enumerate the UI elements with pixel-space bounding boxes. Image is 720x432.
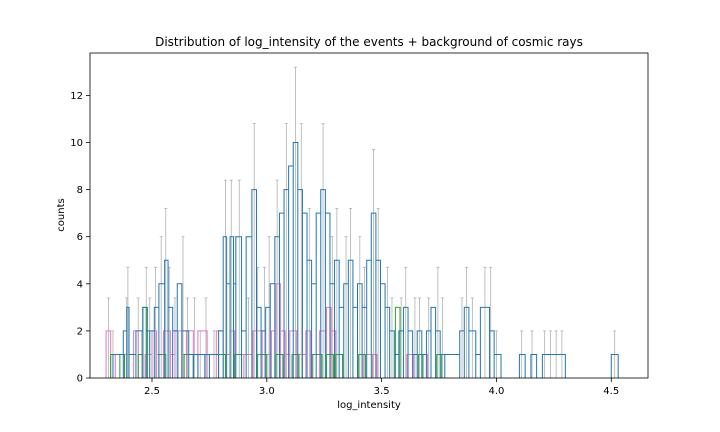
histogram-series-tail bbox=[518, 353, 619, 378]
x-axis-label: log_intensity bbox=[337, 400, 401, 411]
y-tick-label: 4 bbox=[77, 279, 83, 290]
y-tick-label: 12 bbox=[70, 91, 83, 102]
plot-frame bbox=[89, 52, 649, 379]
x-tick-label: 3.0 bbox=[259, 386, 275, 397]
y-tick-label: 2 bbox=[77, 326, 83, 337]
x-axis-ticks: 2.5 3.0 3.5 4.0 4.5 bbox=[144, 378, 619, 397]
y-axis-label: counts bbox=[56, 198, 67, 231]
x-tick-label: 3.5 bbox=[374, 386, 390, 397]
x-tick-label: 4.0 bbox=[488, 386, 504, 397]
y-tick-label: 10 bbox=[70, 138, 83, 149]
chart-title: Distribution of log_intensity of the eve… bbox=[155, 35, 583, 49]
x-tick-label: 4.5 bbox=[603, 386, 619, 397]
y-tick-label: 8 bbox=[77, 185, 83, 196]
y-axis-ticks: 0 2 4 6 8 10 12 bbox=[70, 91, 90, 385]
x-tick-label: 2.5 bbox=[144, 386, 160, 397]
histogram-series-1 bbox=[112, 141, 502, 378]
y-tick-label: 0 bbox=[77, 374, 83, 385]
plot-area bbox=[105, 66, 619, 378]
y-tick-label: 6 bbox=[77, 232, 83, 243]
